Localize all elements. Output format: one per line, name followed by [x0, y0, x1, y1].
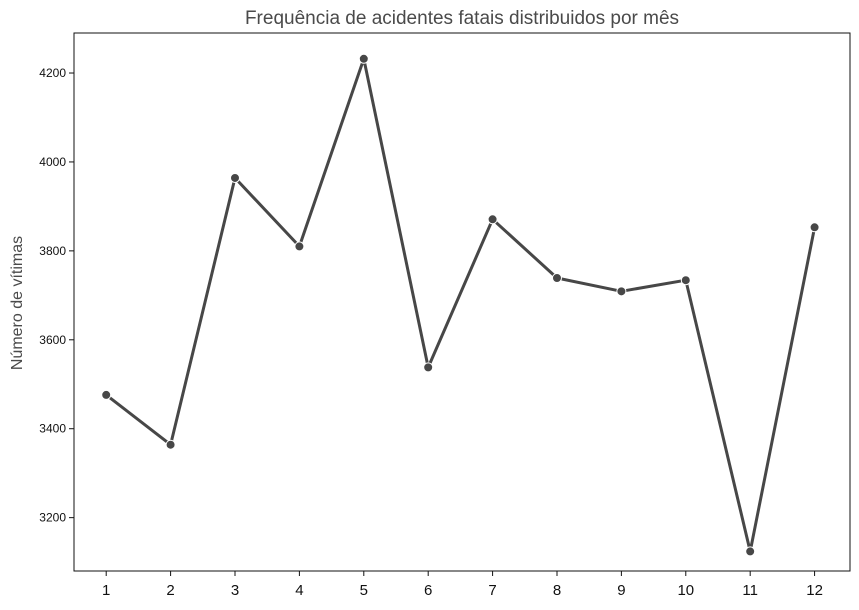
chart-title: Frequência de acidentes fatais distribui… — [245, 8, 679, 29]
x-tick-label: 4 — [295, 582, 303, 599]
x-tick-label: 9 — [617, 582, 625, 599]
data-point — [165, 439, 176, 450]
data-point — [487, 214, 498, 225]
x-tick-label: 8 — [553, 582, 561, 599]
x-axis-ticks: 1 2 3 4 5 6 7 8 9 10 11 12 — [102, 571, 823, 599]
y-tick-label: 3800 — [39, 244, 66, 258]
x-tick-label: 2 — [166, 582, 174, 599]
x-tick-label: 5 — [360, 582, 368, 599]
y-tick-label: 4200 — [39, 66, 66, 80]
y-tick-label: 3600 — [39, 333, 66, 347]
x-tick-label: 6 — [424, 582, 432, 599]
y-axis-label: Número de vítimas — [9, 236, 26, 370]
x-tick-label: 3 — [231, 582, 239, 599]
data-point — [229, 172, 240, 183]
data-point — [423, 362, 434, 373]
data-point — [101, 389, 112, 400]
x-tick-label: 10 — [677, 582, 694, 599]
y-tick-label: 4000 — [39, 155, 66, 169]
x-tick-label: 12 — [806, 582, 823, 599]
x-tick-label: 7 — [488, 582, 496, 599]
data-point — [616, 286, 627, 297]
y-tick-label: 3200 — [39, 511, 66, 525]
series-victims — [101, 53, 820, 557]
y-axis-ticks: 3200 3400 3600 3800 4000 4200 — [39, 66, 74, 525]
series-line — [104, 57, 817, 553]
plot-frame — [73, 32, 851, 572]
data-point — [809, 222, 820, 233]
x-tick-label: 1 — [102, 582, 110, 599]
data-point — [745, 546, 756, 557]
data-point — [680, 275, 691, 286]
x-tick-label: 11 — [742, 582, 758, 599]
data-point — [358, 53, 369, 64]
data-point — [551, 272, 562, 283]
y-tick-label: 3400 — [39, 422, 66, 436]
data-point — [294, 241, 305, 252]
